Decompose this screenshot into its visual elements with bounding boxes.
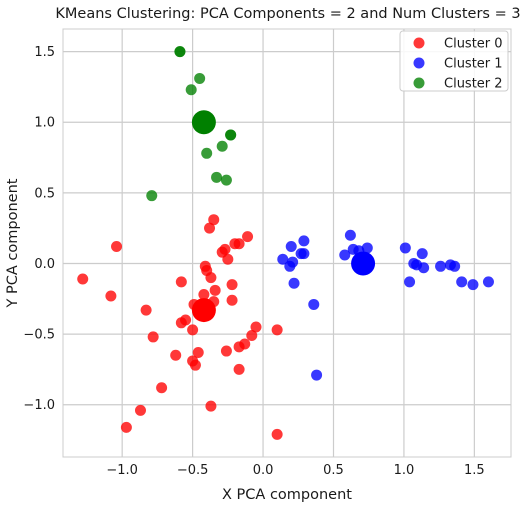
data-point: [120, 421, 132, 433]
data-point: [170, 349, 182, 361]
x-tick-label: −0.5: [177, 463, 209, 478]
data-point: [201, 147, 213, 159]
data-point: [271, 428, 283, 440]
y-axis-label: Y PCA component: [5, 178, 21, 308]
x-tick-label: 1.0: [394, 463, 415, 478]
data-point: [180, 314, 192, 326]
data-point: [204, 222, 216, 234]
data-point: [192, 346, 204, 358]
data-point: [242, 231, 254, 243]
data-point: [250, 321, 262, 333]
y-tick-label: −1.0: [23, 398, 55, 413]
data-point: [298, 248, 310, 260]
data-point: [449, 260, 461, 272]
data-point: [285, 241, 297, 253]
centroid-marker: [351, 251, 376, 276]
data-point: [399, 242, 411, 254]
data-point: [111, 241, 123, 253]
data-point: [339, 249, 351, 261]
data-point: [199, 260, 211, 272]
data-point: [205, 400, 217, 412]
data-point: [194, 72, 206, 84]
data-point: [482, 276, 494, 288]
data-point: [198, 289, 210, 301]
data-point: [205, 272, 217, 284]
data-point: [344, 229, 356, 241]
x-tick-label: 0.0: [253, 463, 274, 478]
data-point: [185, 84, 197, 96]
legend: Cluster 0 Cluster 1 Cluster 2: [399, 30, 509, 92]
x-tick-label: 1.5: [464, 463, 485, 478]
legend-marker: [413, 77, 425, 89]
data-point: [105, 290, 117, 302]
data-point: [134, 404, 146, 416]
data-point: [156, 382, 168, 394]
data-point: [277, 253, 289, 265]
data-point: [140, 304, 152, 316]
legend-marker: [413, 57, 425, 69]
data-point: [189, 359, 201, 371]
data-point: [416, 248, 428, 260]
data-point: [311, 369, 323, 381]
legend-label: Cluster 1: [444, 57, 503, 72]
data-point: [226, 279, 238, 291]
data-point: [233, 238, 245, 250]
centroid-marker: [191, 110, 216, 135]
data-point: [361, 242, 373, 254]
data-point: [233, 363, 245, 375]
y-tick-label: 1.5: [34, 45, 55, 60]
legend-label: Cluster 2: [444, 77, 503, 92]
x-axis-label: X PCA component: [222, 487, 352, 503]
data-point: [147, 331, 159, 343]
data-point: [209, 284, 221, 296]
cluster-centroids: [191, 110, 376, 323]
data-point: [222, 253, 234, 265]
data-points: [77, 46, 494, 440]
y-tick-label: −0.5: [23, 328, 55, 343]
data-point: [226, 294, 238, 306]
data-point: [404, 276, 416, 288]
data-point: [187, 324, 199, 336]
data-point: [216, 140, 228, 152]
data-point: [246, 330, 258, 342]
data-point: [211, 171, 223, 183]
chart-title: KMeans Clustering: PCA Components = 2 an…: [55, 6, 520, 22]
y-tick-label: 1.0: [34, 116, 55, 131]
legend-marker: [413, 37, 425, 49]
x-tick-label: −1.0: [106, 463, 138, 478]
data-point: [435, 260, 447, 272]
data-point: [298, 235, 310, 247]
data-point: [146, 190, 158, 202]
data-point: [225, 129, 237, 141]
data-point: [456, 276, 468, 288]
data-point: [271, 324, 283, 336]
data-point: [288, 277, 300, 289]
plot-area: [62, 28, 512, 458]
y-tick-label: 0.0: [34, 257, 55, 272]
data-point: [418, 262, 430, 274]
centroid-marker: [191, 298, 216, 323]
data-point: [239, 338, 251, 350]
data-point: [174, 46, 186, 58]
y-tick-label: 0.5: [34, 186, 55, 201]
data-point: [208, 214, 220, 226]
data-point: [467, 279, 479, 291]
data-point: [175, 276, 187, 288]
tick-labels: −1.0 −0.5 0.0 0.5 1.0 1.5 −1.0 −0.5 0.0 0.5 1.0 1.5: [23, 45, 484, 478]
data-point: [77, 273, 89, 285]
legend-label: Cluster 0: [444, 37, 503, 52]
data-point: [287, 256, 299, 268]
data-point: [220, 174, 232, 186]
legend-box: [399, 30, 509, 92]
data-point: [220, 345, 232, 357]
data-point: [308, 298, 320, 310]
x-tick-label: 0.5: [323, 463, 344, 478]
